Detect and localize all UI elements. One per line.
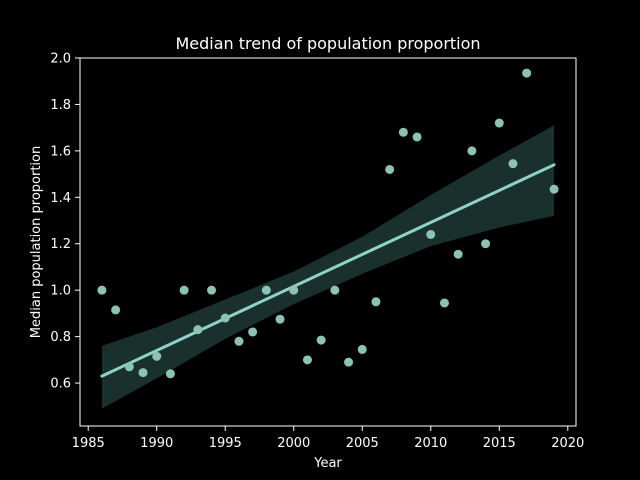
y-axis-label: Median population proportion xyxy=(29,146,44,338)
y-tick-label: 1.2 xyxy=(50,237,71,252)
y-tick-label: 0.8 xyxy=(50,330,71,345)
data-point xyxy=(426,229,436,239)
x-tick-label: 2000 xyxy=(277,436,310,451)
data-point xyxy=(412,132,422,142)
data-points-layer xyxy=(97,68,559,379)
data-point xyxy=(234,336,244,346)
regression-line xyxy=(100,163,556,378)
y-tick-label: 1.6 xyxy=(50,144,71,159)
data-point xyxy=(385,164,395,174)
y-tick-label: 1.8 xyxy=(50,98,71,113)
data-point xyxy=(371,297,381,307)
data-point xyxy=(179,285,189,295)
x-tick-label: 1985 xyxy=(72,436,105,451)
data-point xyxy=(549,184,559,194)
data-point xyxy=(439,298,449,308)
data-point xyxy=(453,249,463,259)
trend-line-layer xyxy=(100,163,556,378)
data-point xyxy=(316,335,326,345)
data-point xyxy=(152,351,162,361)
data-point xyxy=(193,325,203,335)
x-tick-label: 2020 xyxy=(551,436,584,451)
data-point xyxy=(207,285,217,295)
data-point xyxy=(138,368,148,378)
data-point xyxy=(357,344,367,354)
data-point xyxy=(165,369,175,379)
y-tick-label: 1.0 xyxy=(50,284,71,299)
y-tick-label: 2.0 xyxy=(50,52,71,67)
data-point xyxy=(97,285,107,295)
data-point xyxy=(494,118,504,128)
data-point xyxy=(275,314,285,324)
data-point xyxy=(398,127,408,137)
chart-title: Median trend of population proportion xyxy=(175,34,480,53)
data-point xyxy=(522,68,532,78)
data-point xyxy=(111,305,121,315)
confidence-band-layer xyxy=(101,125,555,409)
data-point xyxy=(508,159,518,169)
data-point xyxy=(302,355,312,365)
data-point xyxy=(124,362,134,372)
y-tick-label: 0.6 xyxy=(50,377,71,392)
data-point xyxy=(481,239,491,249)
x-tick-label: 2015 xyxy=(483,436,516,451)
data-point xyxy=(344,357,354,367)
confidence-band xyxy=(101,125,555,409)
data-point xyxy=(330,285,340,295)
x-tick-label: 2010 xyxy=(414,436,447,451)
x-tick-label: 1995 xyxy=(209,436,242,451)
data-point xyxy=(289,285,299,295)
data-point xyxy=(248,327,258,337)
x-tick-label: 2005 xyxy=(346,436,379,451)
x-axis-label: Year xyxy=(313,456,342,471)
data-point xyxy=(220,313,230,323)
data-point xyxy=(467,146,477,156)
plot-frame xyxy=(79,57,577,427)
x-axis-ticks: 1985 1990 1995 2000 2005 2010 2015 2020 xyxy=(72,426,584,451)
data-point xyxy=(261,285,271,295)
y-tick-label: 1.4 xyxy=(50,191,71,206)
x-tick-label: 1990 xyxy=(140,436,173,451)
y-axis-ticks: 0.6 0.8 1.0 1.2 1.4 1.6 1.8 2.0 xyxy=(50,52,80,392)
